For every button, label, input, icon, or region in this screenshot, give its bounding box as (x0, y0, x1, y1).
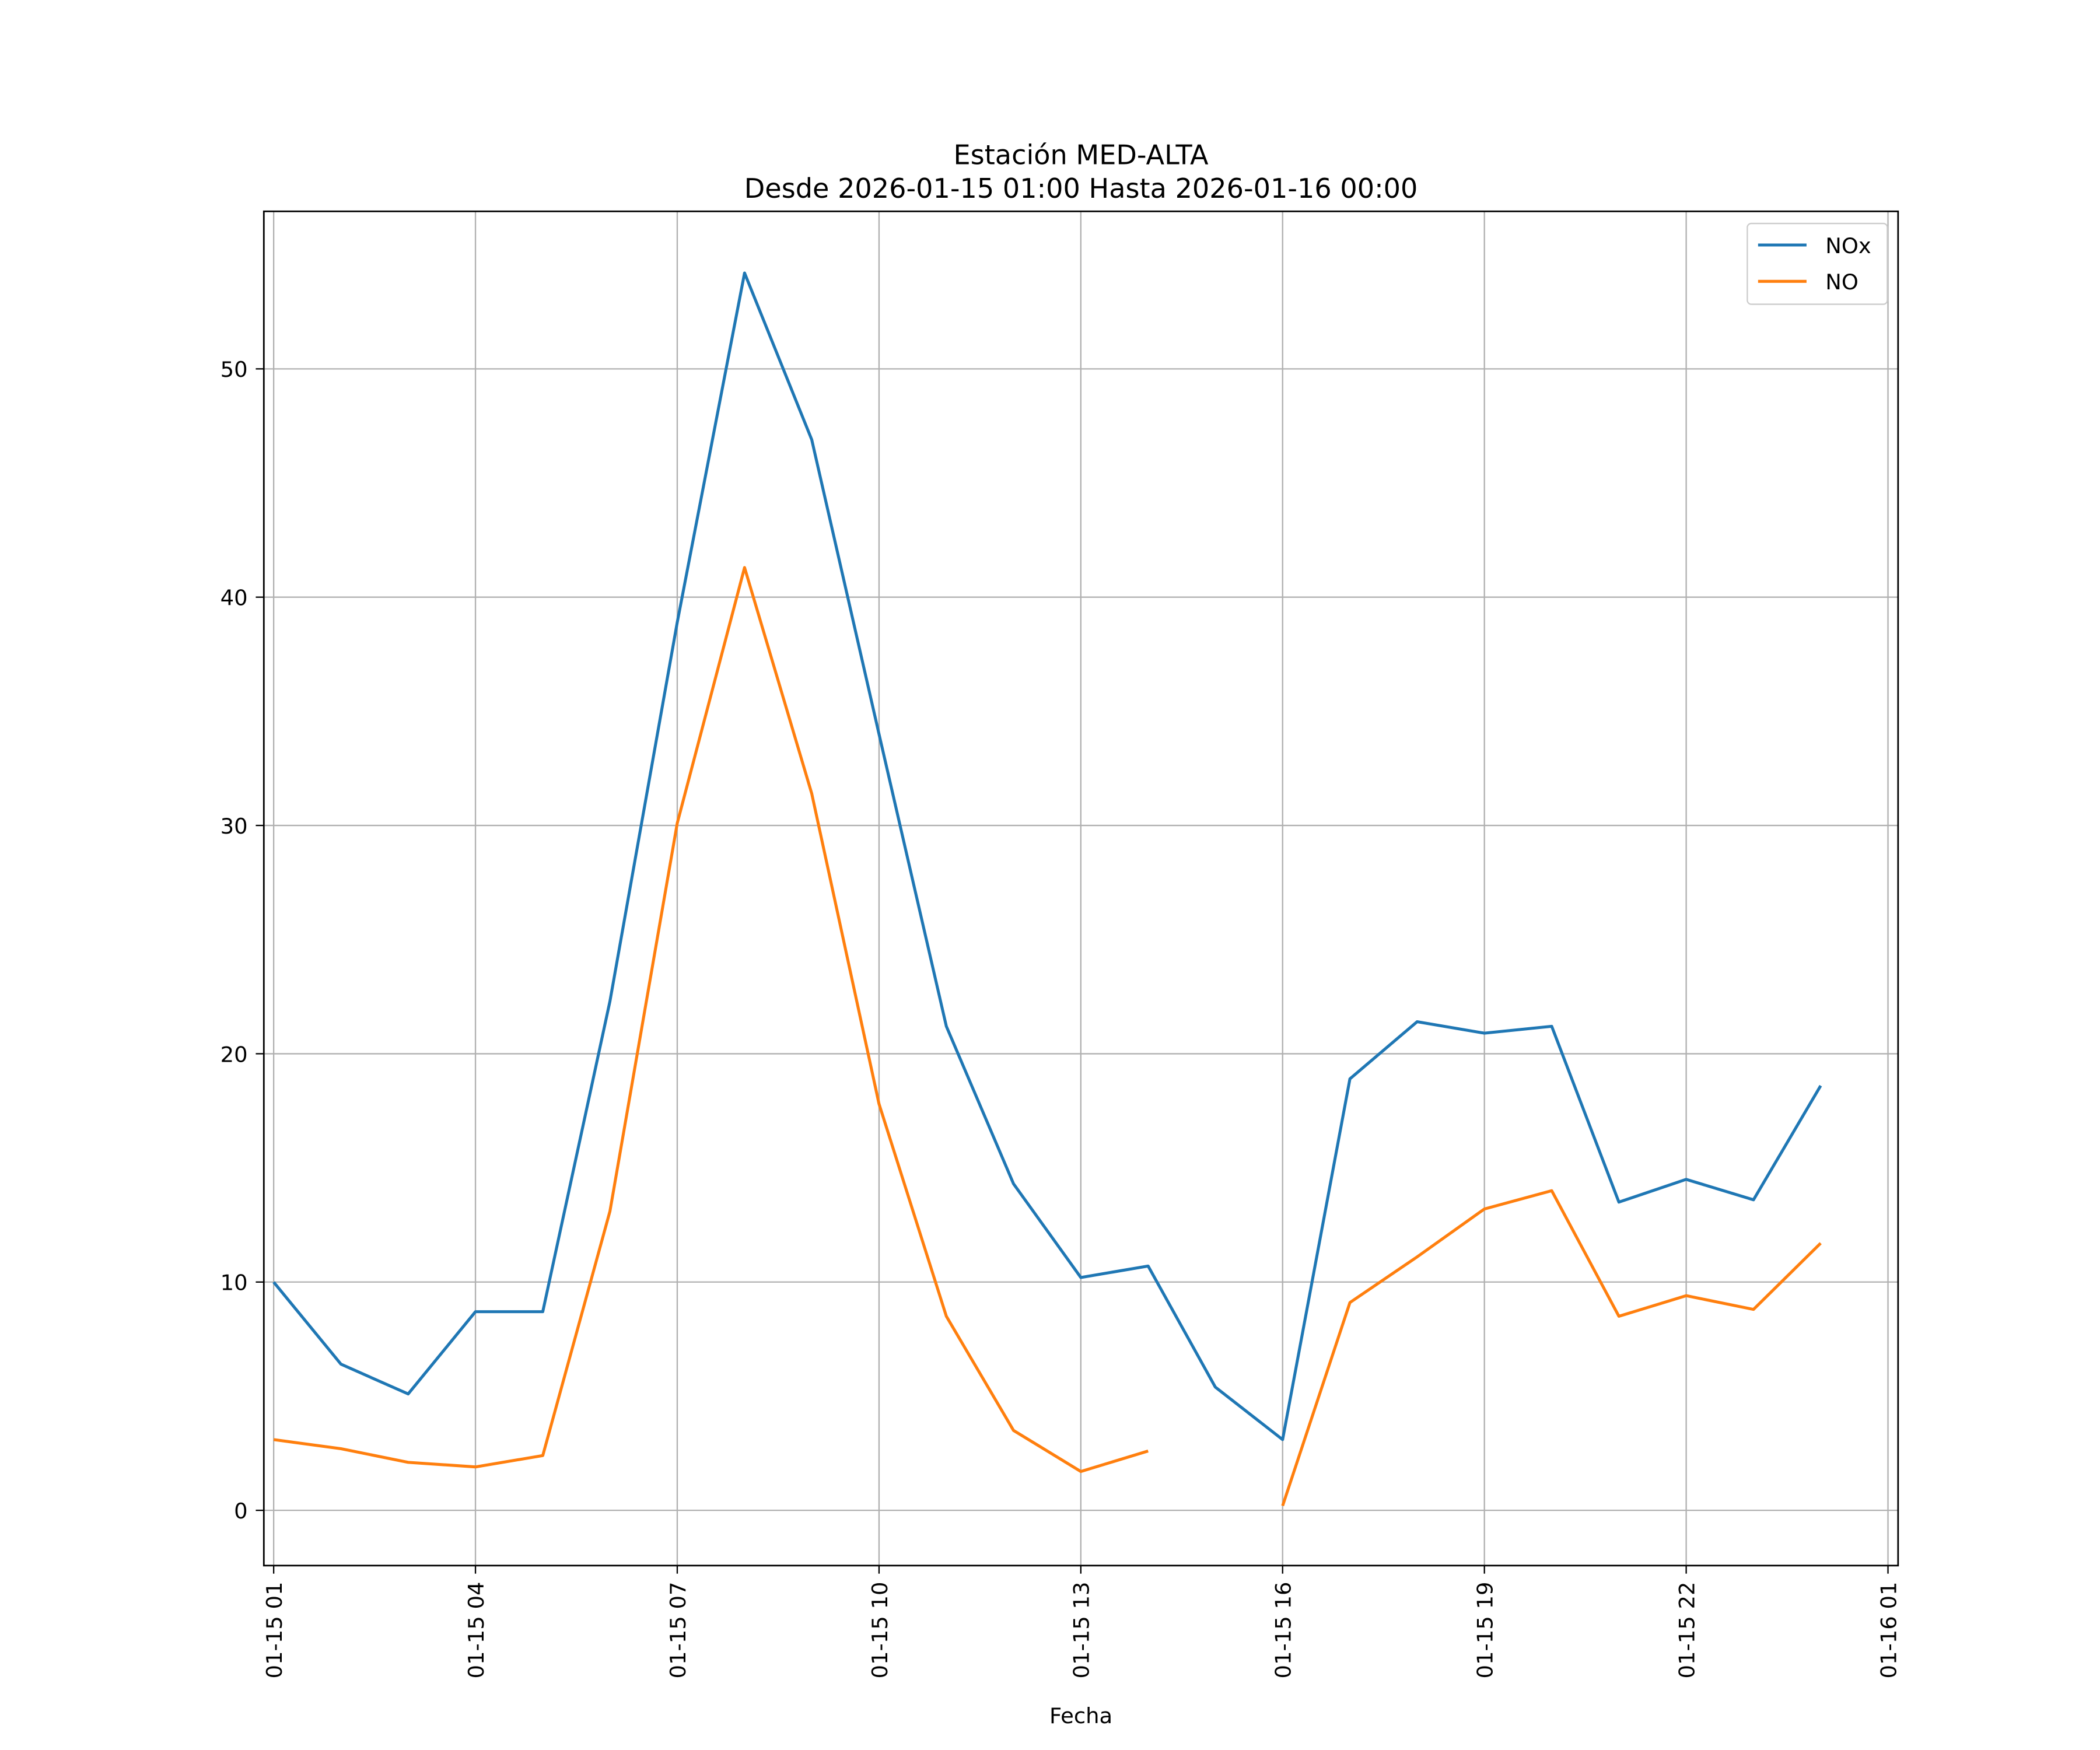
x-tick-label: 01-15 07 (666, 1582, 691, 1679)
legend-label-nox: NOx (1825, 233, 1871, 258)
y-tick-label: 30 (220, 814, 248, 839)
y-tick-label: 0 (234, 1499, 247, 1524)
y-tick-label: 20 (220, 1042, 248, 1067)
chart-title: Estación MED-ALTA (954, 139, 1209, 171)
grid (264, 211, 1898, 1566)
y-tick-label: 50 (220, 357, 248, 382)
x-tick-label: 01-15 04 (464, 1582, 489, 1679)
x-tick-label: 01-15 10 (867, 1582, 892, 1679)
x-tick-label: 01-15 19 (1473, 1582, 1498, 1679)
x-axis: 01-15 01 01-15 04 01-15 07 01-15 10 01-15 13… (262, 1565, 1901, 1679)
series-line-nox (272, 271, 1822, 1441)
x-tick-label: 01-15 01 (262, 1582, 287, 1679)
x-axis-label: Fecha (1049, 1703, 1112, 1728)
y-tick-label: 40 (220, 586, 248, 611)
y-tick-label: 10 (220, 1270, 248, 1296)
chart-subtitle: Desde 2026-01-15 01:00 Hasta 2026-01-16 … (744, 173, 1418, 204)
x-tick-label: 01-16 01 (1876, 1582, 1901, 1679)
y-axis: 0 10 20 30 40 50 (220, 357, 264, 1524)
x-tick-label: 01-15 22 (1674, 1582, 1699, 1679)
series-group (272, 271, 1822, 1507)
legend: NOx NO (1746, 222, 1888, 305)
legend-label-no: NO (1825, 270, 1859, 295)
x-tick-label: 01-15 16 (1271, 1582, 1296, 1679)
series-line-no (273, 566, 1822, 1507)
x-tick-label: 01-15 13 (1069, 1582, 1094, 1679)
